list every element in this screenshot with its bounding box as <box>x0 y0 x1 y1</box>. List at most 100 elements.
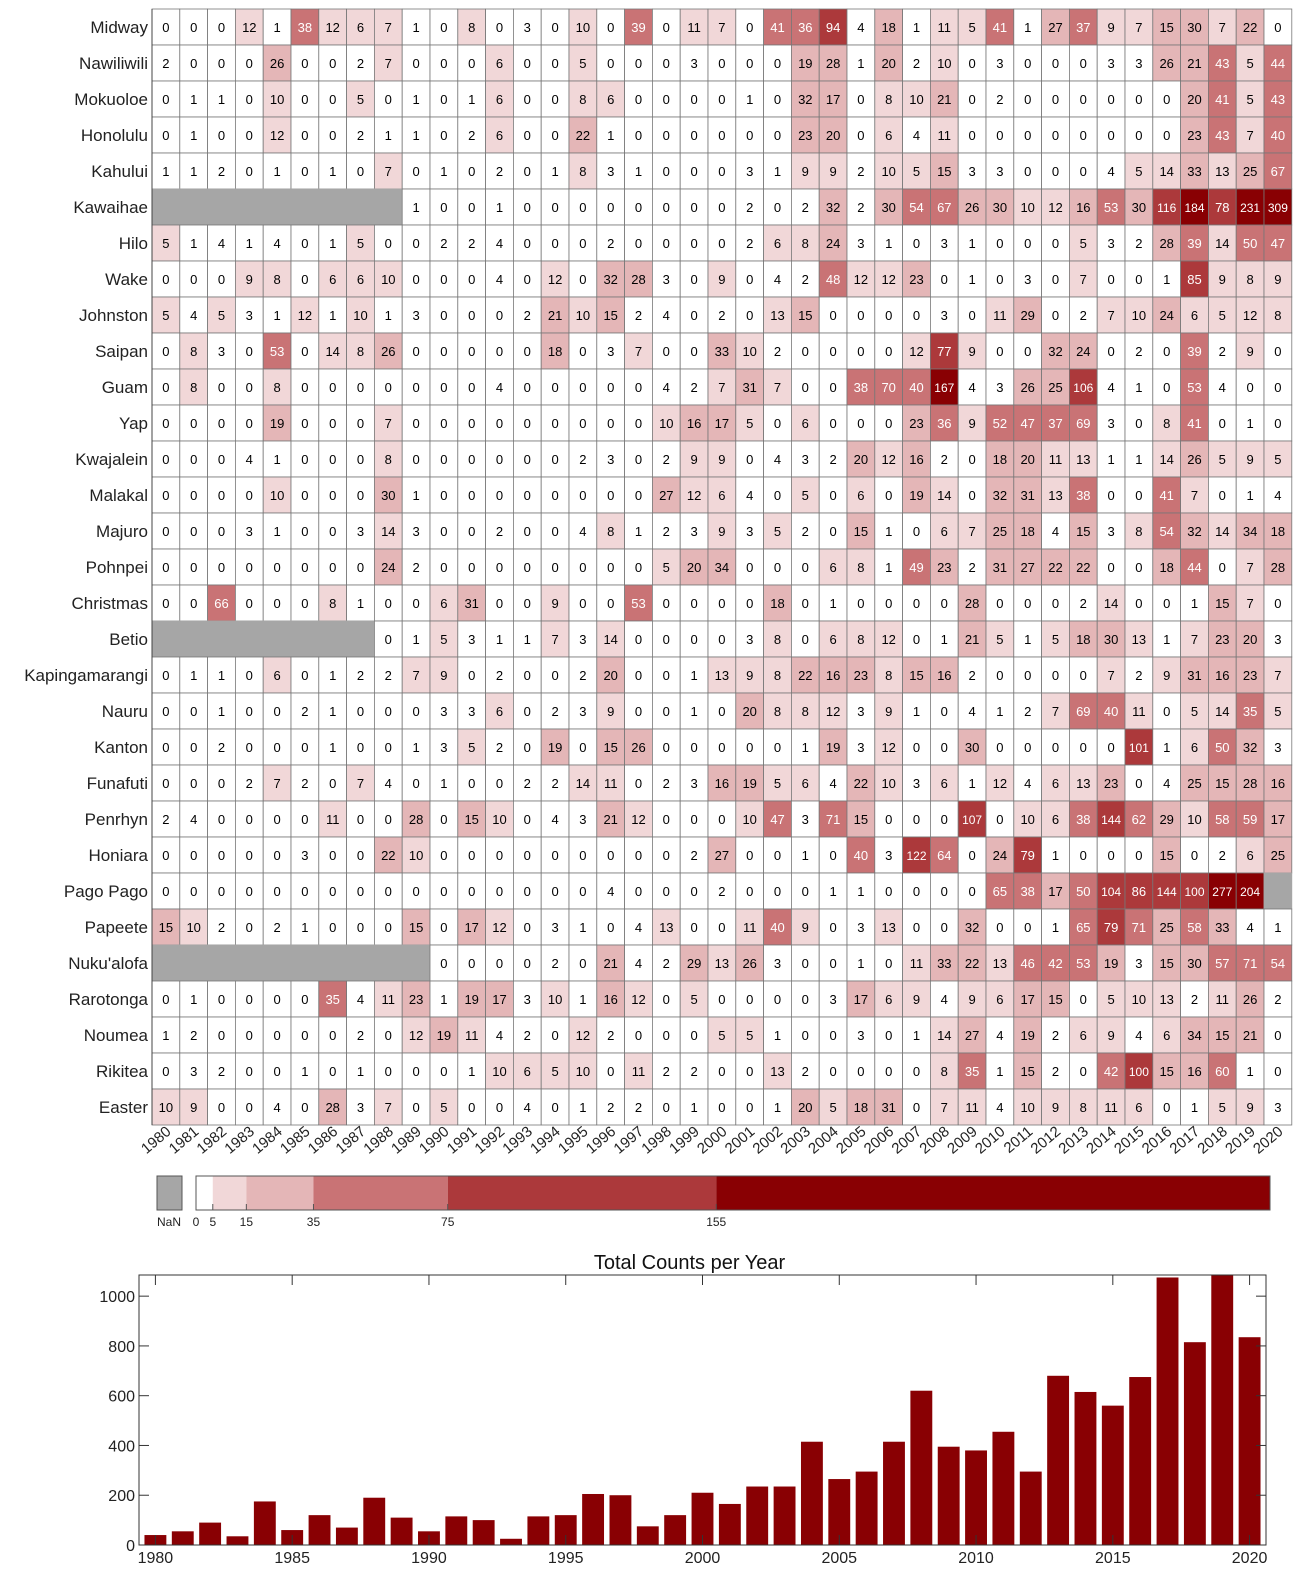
cell-value: 0 <box>802 956 809 971</box>
heatmap-cell <box>429 476 459 514</box>
heatmap-cell <box>874 260 903 298</box>
cell-value: 23 <box>1243 668 1257 683</box>
heatmap-cell <box>179 224 209 262</box>
cell-value: 4 <box>663 308 670 323</box>
cell-value: 2 <box>1191 992 1198 1007</box>
cell-value: 0 <box>551 524 558 539</box>
cell-value: 0 <box>385 1028 392 1043</box>
bar-chart-title: Total Counts per Year <box>594 1252 786 1274</box>
cell-value: 10 <box>381 272 395 287</box>
heatmap-cell <box>513 548 542 586</box>
cell-value: 0 <box>885 344 892 359</box>
cell-value: 0 <box>412 272 419 287</box>
nan-cell <box>290 620 320 658</box>
cell-value: 0 <box>190 596 197 611</box>
heatmap-cell <box>652 368 681 406</box>
cell-value: 2 <box>663 776 670 791</box>
cell-value: 20 <box>742 704 756 719</box>
heatmap-cell <box>429 620 459 658</box>
cell-value: 0 <box>329 776 336 791</box>
cell-value: 2 <box>1274 992 1281 1007</box>
cell-value: 0 <box>941 812 948 827</box>
cell-value: 38 <box>854 380 868 395</box>
cell-value: 13 <box>1076 452 1090 467</box>
cell-value: 0 <box>607 488 614 503</box>
cell-value: 0 <box>412 452 419 467</box>
cell-value: 0 <box>1135 848 1142 863</box>
cell-value: 38 <box>1076 812 1090 827</box>
cell-value: 0 <box>385 380 392 395</box>
heatmap-cell <box>1208 332 1237 370</box>
cell-value: 1 <box>301 1064 308 1079</box>
cell-value: 10 <box>742 344 756 359</box>
cell-value: 9 <box>1246 1100 1253 1115</box>
heatmap-cell <box>262 80 292 118</box>
cell-value: 15 <box>1215 1028 1229 1043</box>
cell-value: 0 <box>1080 164 1087 179</box>
cell-value: 30 <box>965 740 979 755</box>
cell-value: 0 <box>218 452 225 467</box>
cell-value: 3 <box>579 632 586 647</box>
cell-value: 0 <box>579 956 586 971</box>
cell-value: 29 <box>1159 812 1173 827</box>
cell-value: 0 <box>635 452 642 467</box>
heatmap-cell <box>679 188 709 226</box>
cell-value: 0 <box>246 992 253 1007</box>
cell-value: 28 <box>1243 776 1257 791</box>
cell-value: 59 <box>1243 812 1257 827</box>
cell-value: 12 <box>325 20 339 35</box>
heatmap-cell <box>735 584 764 622</box>
cell-value: 4 <box>551 812 558 827</box>
heatmap-cell <box>874 404 903 442</box>
cell-value: 26 <box>1020 380 1034 395</box>
heatmap-cell <box>457 404 486 442</box>
nan-cell <box>346 944 375 982</box>
cell-value: 0 <box>329 560 336 575</box>
cell-value: 0 <box>162 92 169 107</box>
row-label: Kawaihae <box>73 198 148 217</box>
cell-value: 0 <box>468 488 475 503</box>
cell-value: 0 <box>1135 488 1142 503</box>
x-tick-label: 1982 <box>194 1123 230 1157</box>
cell-value: 8 <box>885 92 892 107</box>
cell-value: 0 <box>357 164 364 179</box>
cell-value: 0 <box>663 812 670 827</box>
cell-value: 0 <box>718 164 725 179</box>
cell-value: 0 <box>218 848 225 863</box>
cell-value: 6 <box>496 92 503 107</box>
x-tick-label: 2018 <box>1194 1123 1230 1157</box>
cell-value: 0 <box>301 1028 308 1043</box>
heatmap-cell <box>1263 296 1293 334</box>
heatmap-cell <box>985 8 1015 46</box>
cell-value: 13 <box>881 920 895 935</box>
cell-value: 1 <box>1191 596 1198 611</box>
cell-value: 0 <box>357 812 364 827</box>
heatmap-cell <box>1069 44 1098 82</box>
heatmap-cell <box>1124 332 1154 370</box>
cell-value: 1 <box>635 524 642 539</box>
cell-value: 0 <box>941 596 948 611</box>
cell-value: 0 <box>718 920 725 935</box>
x-tick-label: 2015 <box>1095 1550 1131 1567</box>
cell-value: 5 <box>1080 236 1087 251</box>
heatmap-cell <box>1124 584 1154 622</box>
cell-value: 0 <box>329 416 336 431</box>
heatmap-cell <box>179 584 209 622</box>
x-tick-label: 1989 <box>388 1123 424 1157</box>
heatmap-cell <box>401 44 431 82</box>
heatmap-cell <box>1013 296 1042 334</box>
cell-value: 0 <box>385 920 392 935</box>
cell-value: 7 <box>1219 20 1226 35</box>
cell-value: 2 <box>774 344 781 359</box>
cell-value: 0 <box>607 560 614 575</box>
cell-value: 0 <box>1107 128 1114 143</box>
cell-value: 9 <box>246 272 253 287</box>
cell-value: 9 <box>885 704 892 719</box>
x-tick-label: 1990 <box>411 1550 447 1567</box>
cell-value: 0 <box>440 200 447 215</box>
cell-value: 0 <box>913 596 920 611</box>
cell-value: 7 <box>385 20 392 35</box>
x-tick-label: 1985 <box>274 1550 310 1567</box>
cell-value: 0 <box>246 740 253 755</box>
cell-value: 48 <box>826 272 840 287</box>
